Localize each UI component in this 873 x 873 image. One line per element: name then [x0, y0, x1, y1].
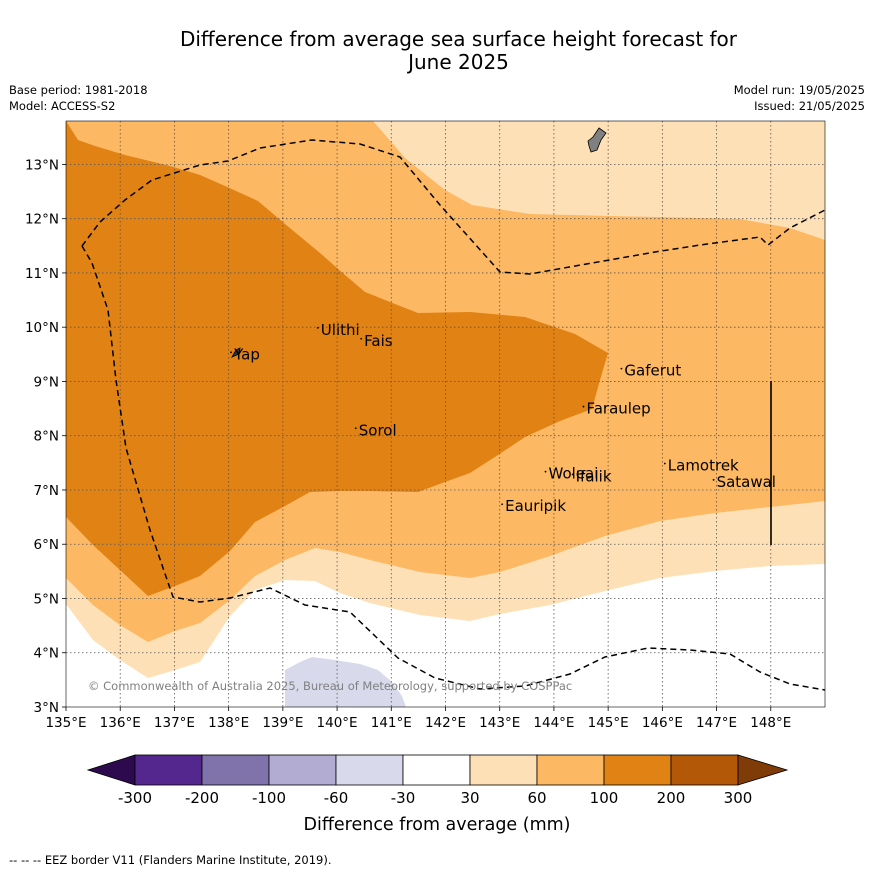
place-marker: [620, 367, 623, 370]
colorbar-tick-label: 30: [460, 789, 479, 807]
colorbar-tick-label: 200: [657, 789, 686, 807]
colorbar-segment: [335, 754, 404, 786]
guam-island: [587, 127, 607, 153]
x-tick-label: 135°E: [45, 715, 86, 731]
x-tick-label: 148°E: [750, 715, 791, 731]
colorbar-tick-label: -300: [118, 789, 152, 807]
x-tick-label: 136°E: [100, 715, 141, 731]
y-tick-label: 13°N: [25, 157, 59, 173]
colorbar-tick-label: 60: [527, 789, 546, 807]
place-marker: [712, 478, 715, 481]
colorbar-segment: [670, 754, 739, 786]
place-label: Ulithi: [321, 321, 360, 339]
meta-right: Model run: 19/05/2025 Issued: 21/05/2025: [734, 82, 865, 114]
x-tick-label: 144°E: [533, 715, 574, 731]
chart-title-line2: June 2025: [408, 50, 509, 74]
colorbar-segment: [536, 754, 605, 786]
colorbar-extend-low: [86, 754, 136, 786]
colorbar-segment: [268, 754, 337, 786]
place-marker: [571, 473, 574, 476]
colorbar-tick-label: -60: [324, 789, 349, 807]
x-tick-label: 145°E: [588, 715, 629, 731]
chart-title-line1: Difference from average sea surface heig…: [179, 27, 738, 51]
place-marker: [501, 503, 504, 506]
y-tick-label: 8°N: [34, 429, 59, 445]
place-label: Lamotrek: [668, 457, 739, 475]
y-tick-label: 7°N: [34, 483, 59, 499]
y-tick-label: 3°N: [34, 700, 59, 716]
place-label: Eauripik: [505, 497, 566, 515]
eez-border: [81, 139, 826, 691]
x-tick-label: 139°E: [262, 715, 303, 731]
place-label: Sorol: [359, 421, 397, 439]
colorbar-label: Difference from average (mm): [303, 815, 570, 835]
place-label: Yap: [233, 345, 260, 363]
colorbar-segment: [603, 754, 672, 786]
colorbar-segment: [402, 754, 471, 786]
colorbar-tick-label: 300: [724, 789, 753, 807]
chart-title: Difference from average sea surface heig…: [0, 28, 873, 74]
colorbar-tick-label: -200: [185, 789, 219, 807]
place-marker: [230, 351, 232, 354]
y-tick-label: 4°N: [34, 646, 59, 662]
eez-border-line-west: [81, 245, 826, 691]
y-axis-ticks: 3°N 4°N 5°N 6°N 7°N 8°N 9°N 10°N 11°N 12°N 13°N: [25, 157, 66, 716]
place-marker: [316, 326, 319, 329]
place-label: Woleai: [549, 465, 599, 483]
x-tick-label: 143°E: [479, 715, 520, 731]
place-label: Satawal: [717, 473, 776, 491]
meta-left: Base period: 1981-2018 Model: ACCESS-S2: [9, 82, 148, 114]
place-marker: [354, 427, 357, 430]
x-tick-label: 138°E: [208, 715, 249, 731]
colorbar: -300 -200 -100 -60 -30 30 60 100 200 300: [86, 754, 789, 807]
model-run-text: Model run: 19/05/2025: [733, 83, 865, 97]
copyright-text: © Commonwealth of Australia 2025, Bureau…: [88, 679, 572, 693]
y-tick-label: 11°N: [25, 266, 59, 282]
model-text: Model: ACCESS-S2: [9, 99, 116, 113]
place-marker: [582, 405, 585, 408]
band-neg60-neg30: [285, 657, 406, 707]
x-tick-label: 146°E: [642, 715, 683, 731]
y-tick-label: 6°N: [34, 537, 59, 553]
eez-footnote: -- -- -- EEZ border V11 (Flanders Marine…: [9, 853, 332, 867]
base-period-text: Base period: 1981-2018: [9, 83, 148, 97]
y-tick-label: 10°N: [25, 320, 59, 336]
colorbar-tick-label: -100: [252, 789, 286, 807]
place-marker: [663, 462, 666, 465]
yap-island: [231, 347, 241, 358]
colorbar-segment: [469, 754, 538, 786]
grid-lines: [66, 121, 825, 707]
x-axis-ticks: 135°E 136°E 137°E 138°E 139°E 140°E 141°E 142°E…: [45, 707, 791, 731]
place-label: Gaferut: [624, 362, 681, 380]
y-tick-label: 9°N: [34, 374, 59, 390]
place-marker: [360, 337, 363, 340]
place-label: Faraulep: [586, 400, 650, 418]
colorbar-segment: [134, 754, 203, 786]
colorbar-tick-label: -30: [391, 789, 416, 807]
place-label: Ifalik: [576, 467, 612, 485]
colorbar-tick-label: 100: [590, 789, 619, 807]
place-label: Fais: [364, 332, 393, 350]
place-marker: [544, 470, 547, 473]
x-tick-label: 140°E: [317, 715, 358, 731]
eez-border-line-north: [81, 139, 826, 275]
x-tick-label: 142°E: [425, 715, 466, 731]
colorbar-segment: [201, 754, 270, 786]
land-masses: [231, 127, 607, 358]
issued-text: Issued: 21/05/2025: [754, 99, 865, 113]
x-tick-label: 137°E: [154, 715, 195, 731]
x-tick-label: 141°E: [371, 715, 412, 731]
x-tick-label: 147°E: [696, 715, 737, 731]
y-tick-label: 12°N: [25, 212, 59, 228]
y-tick-label: 5°N: [34, 591, 59, 607]
colorbar-extend-high: [737, 754, 789, 786]
